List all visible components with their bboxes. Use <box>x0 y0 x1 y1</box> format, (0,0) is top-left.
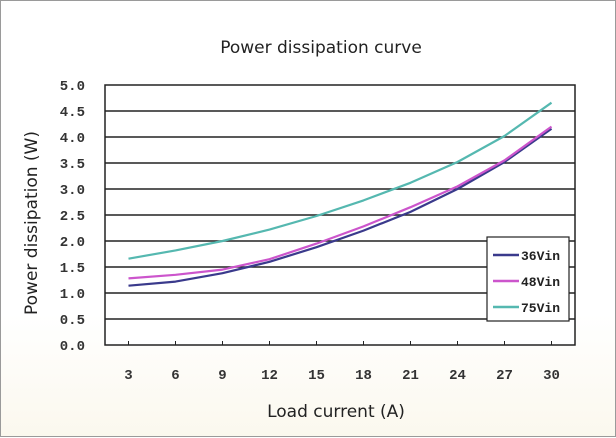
x-tick-label: 15 <box>308 368 325 384</box>
x-tick-label: 30 <box>543 368 560 384</box>
series-lines <box>128 101 553 287</box>
y-tick-label: 4.5 <box>60 105 85 121</box>
x-tick-label: 6 <box>171 368 179 384</box>
chart-title: Power dissipation curve <box>220 38 422 58</box>
x-tick-label: 27 <box>496 368 513 384</box>
x-tick-label: 12 <box>261 368 278 384</box>
x-tick-labels: 3 6 9 12 15 18 21 24 27 30 <box>124 341 560 384</box>
y-tick-label: 3.5 <box>60 157 85 173</box>
legend-entry: 48Vin <box>521 275 560 290</box>
series-line-36Vin <box>128 127 553 287</box>
x-tick-label: 3 <box>124 368 132 384</box>
series-line-48Vin <box>128 125 553 280</box>
y-tick-label: 2.5 <box>60 209 85 225</box>
x-tick-label: 9 <box>218 368 226 384</box>
x-tick-label: 18 <box>355 368 372 384</box>
x-axis-label: Load current (A) <box>267 402 405 422</box>
legend: 36Vin 48Vin 75Vin <box>486 236 570 322</box>
y-axis-label: Power dissipation (W) <box>22 131 42 315</box>
y-tick-label: 0.0 <box>60 339 85 355</box>
series-line-75Vin <box>128 101 553 260</box>
y-tick-label: 4.0 <box>60 131 85 147</box>
y-tick-label: 2.0 <box>60 235 85 251</box>
y-tick-labels: 0.0 0.5 1.0 1.5 2.0 2.5 3.0 3.5 4.0 4.5 5.0 <box>60 79 85 355</box>
legend-entry: 36Vin <box>521 249 560 264</box>
x-tick-label: 21 <box>402 368 419 384</box>
legend-entry: 75Vin <box>521 301 560 316</box>
y-tick-label: 0.5 <box>60 313 85 329</box>
x-tick-label: 24 <box>449 368 466 384</box>
y-tick-label: 3.0 <box>60 183 85 199</box>
y-tick-label: 1.5 <box>60 261 85 277</box>
y-tick-label: 5.0 <box>60 79 85 95</box>
y-tick-label: 1.0 <box>60 287 85 303</box>
